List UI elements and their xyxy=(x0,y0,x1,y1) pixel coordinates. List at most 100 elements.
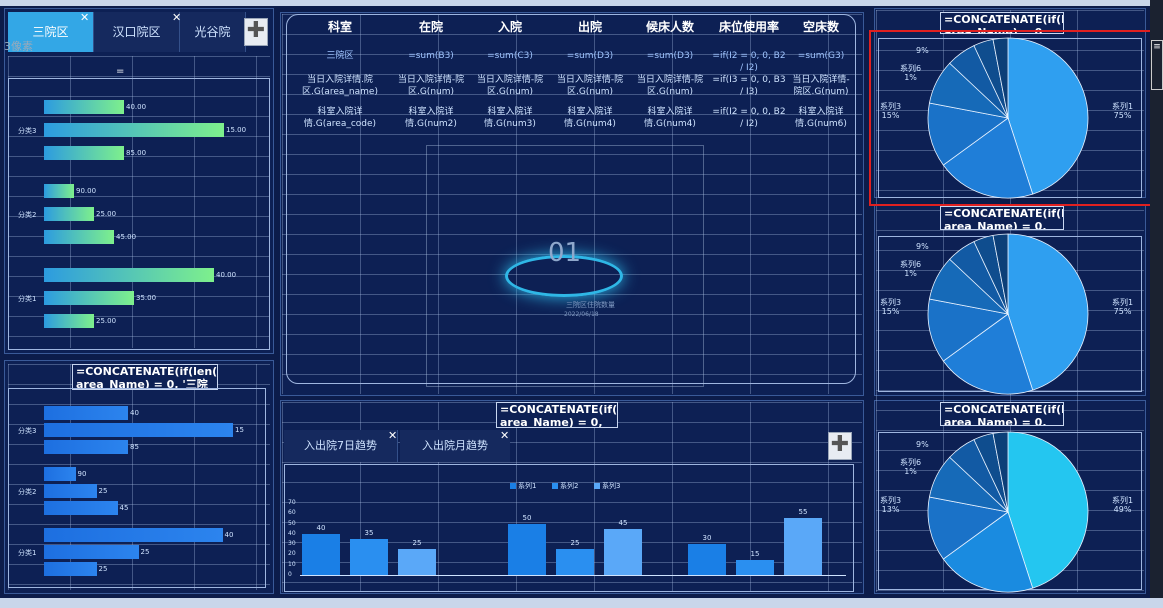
table-cell[interactable]: 当日入院详情-院区.G(num) xyxy=(792,75,850,97)
pie-slice xyxy=(927,496,1009,560)
close-icon[interactable]: ✕ xyxy=(172,11,182,24)
close-icon[interactable]: ✕ xyxy=(80,11,90,24)
pie-slice xyxy=(1007,431,1089,589)
x-axis xyxy=(300,575,846,576)
bar xyxy=(44,440,128,454)
table-cell[interactable]: 当日入院详情-院区.G(num) xyxy=(636,75,704,97)
bar xyxy=(44,207,94,221)
slice-label: 9% xyxy=(916,46,929,55)
bar-value-label: 45.00 xyxy=(116,233,137,241)
bar xyxy=(736,559,774,575)
bar-value-label: 15 xyxy=(235,426,244,434)
pie-chart xyxy=(927,233,1089,395)
table-cell[interactable]: 三院区 xyxy=(326,51,354,61)
add-tab-icon[interactable]: ✚ xyxy=(828,432,852,460)
table-cell[interactable]: =if(I2 = 0, 0, B2 / I2) xyxy=(712,51,786,73)
table-cell[interactable]: =if(I3 = 0, 0, B3 / I3) xyxy=(712,75,786,97)
bar xyxy=(688,544,726,575)
table-cell[interactable]: 科室入院详情.G(area_code) xyxy=(303,107,377,129)
table-cell[interactable]: 科室入院详情.G(num4) xyxy=(564,107,616,129)
bar xyxy=(44,423,233,437)
legend-item: 系列1 xyxy=(510,481,536,491)
right-edge-strip xyxy=(1150,0,1163,608)
bottom-strip xyxy=(0,598,1163,608)
bar-value-label: 15.00 xyxy=(226,126,247,134)
left-bottom-chart-frame xyxy=(8,388,266,588)
pie-slice xyxy=(927,298,1009,362)
bar-value-label: 55 xyxy=(798,508,808,517)
slice-label: 9% xyxy=(916,242,929,251)
bar xyxy=(44,291,134,305)
legend-item: 系列3 xyxy=(594,481,620,491)
table-cell[interactable]: =sum(G3) xyxy=(797,51,845,61)
bar-value-label: 90 xyxy=(77,470,87,478)
close-icon[interactable]: ✕ xyxy=(500,429,510,442)
bar-value-label: 40 xyxy=(316,523,326,532)
y-tick-label: 60 xyxy=(288,509,296,517)
y-tick-label: 30 xyxy=(288,540,296,548)
bar xyxy=(784,518,822,575)
bar-value-label: 40.00 xyxy=(216,271,237,279)
table-cell[interactable]: 科室入院详情.G(num3) xyxy=(484,107,536,129)
selection-highlight[interactable] xyxy=(869,30,1152,206)
table-cell[interactable]: 当日入院详情-院区.G(num) xyxy=(476,75,544,97)
bar xyxy=(302,533,340,575)
category-label: 分类2 xyxy=(18,211,37,219)
tab-month-trend[interactable]: 入出院月趋势 xyxy=(400,430,510,462)
table-header: 入院 xyxy=(497,20,522,34)
table-cell[interactable]: =sum(B3) xyxy=(408,51,454,61)
formula-cell: =CONCATENATE(if(len($ area_Name) = 0, '三… xyxy=(940,402,1064,426)
bar xyxy=(44,467,76,481)
add-tab-icon[interactable]: ✚ xyxy=(244,18,268,46)
table-cell[interactable]: =sum(D3) xyxy=(646,51,694,61)
bar xyxy=(44,562,97,576)
bar-value-label: 25 xyxy=(98,565,108,573)
tab-sanyuan[interactable]: 三院区 xyxy=(8,12,94,52)
tab-hankou[interactable]: 汉口院区 xyxy=(94,12,180,52)
category-label: 分类3 xyxy=(18,127,37,135)
table-cell[interactable]: 科室入院详情.G(num2) xyxy=(405,107,457,129)
table-header: 出院 xyxy=(577,20,602,34)
close-icon[interactable]: ✕ xyxy=(388,429,398,442)
slice-label: 系列1 49% xyxy=(1112,496,1134,514)
center-table-panel xyxy=(280,12,864,396)
bar-value-label: 15 xyxy=(750,549,760,558)
bar xyxy=(44,484,97,498)
slice-label: 系列6 1% xyxy=(900,64,922,82)
slice-label: 系列3 13% xyxy=(880,496,902,514)
bar-value-label: 25 xyxy=(570,539,580,548)
table-cell[interactable]: 当日入院详情.院区.G(area_name) xyxy=(302,75,378,97)
table-cell[interactable]: 科室入院详情.G(num4) xyxy=(644,107,696,129)
tab-7day-trend[interactable]: 入出院7日趋势 xyxy=(284,430,398,462)
bar-value-label: 35.00 xyxy=(136,294,157,302)
table-header: 在院 xyxy=(418,20,443,34)
table-cell[interactable]: 当日入院详情-院区.G(num) xyxy=(397,75,465,97)
tab-guanggu[interactable]: 光谷院 xyxy=(180,12,246,52)
category-label: 分类2 xyxy=(18,488,37,496)
formula-cell: =CONCATENATE(if(len($ area_Name) = 0, '三… xyxy=(72,364,218,390)
bar-value-label: 85 xyxy=(130,443,139,451)
table-cell[interactable]: =if(I2 = 0, 0, B2 / I2) xyxy=(712,107,786,129)
table-cell[interactable]: =sum(D3) xyxy=(566,51,614,61)
deco-ring xyxy=(505,255,623,297)
bar-value-label: 30 xyxy=(702,534,712,543)
table-header: 候床人数 xyxy=(645,20,694,34)
table-header: 科室 xyxy=(327,20,352,34)
table-cell[interactable]: 科室入院详情.G(num6) xyxy=(795,107,847,129)
bar-value-label: 50 xyxy=(522,513,532,522)
table-cell[interactable]: 当日入院详情-院区.G(num) xyxy=(556,75,624,97)
pie-slice xyxy=(942,117,1034,199)
table-cell[interactable]: =sum(C3) xyxy=(487,51,533,61)
slice-label: 系列3 15% xyxy=(880,102,902,120)
y-tick-label: 0 xyxy=(288,571,292,578)
side-toolbar-icon[interactable]: ≡ xyxy=(1151,40,1163,90)
y-tick-label: 50 xyxy=(288,519,296,527)
bar-value-label: 25 xyxy=(98,487,108,495)
legend-swatch xyxy=(552,483,558,489)
pie-slice xyxy=(927,102,1009,166)
bar-value-label: 40 xyxy=(224,531,234,539)
bar-value-label: 25.00 xyxy=(96,317,117,325)
legend-swatch xyxy=(510,483,516,489)
bar-value-label: 35 xyxy=(364,529,374,537)
pie-slice xyxy=(992,233,1009,315)
